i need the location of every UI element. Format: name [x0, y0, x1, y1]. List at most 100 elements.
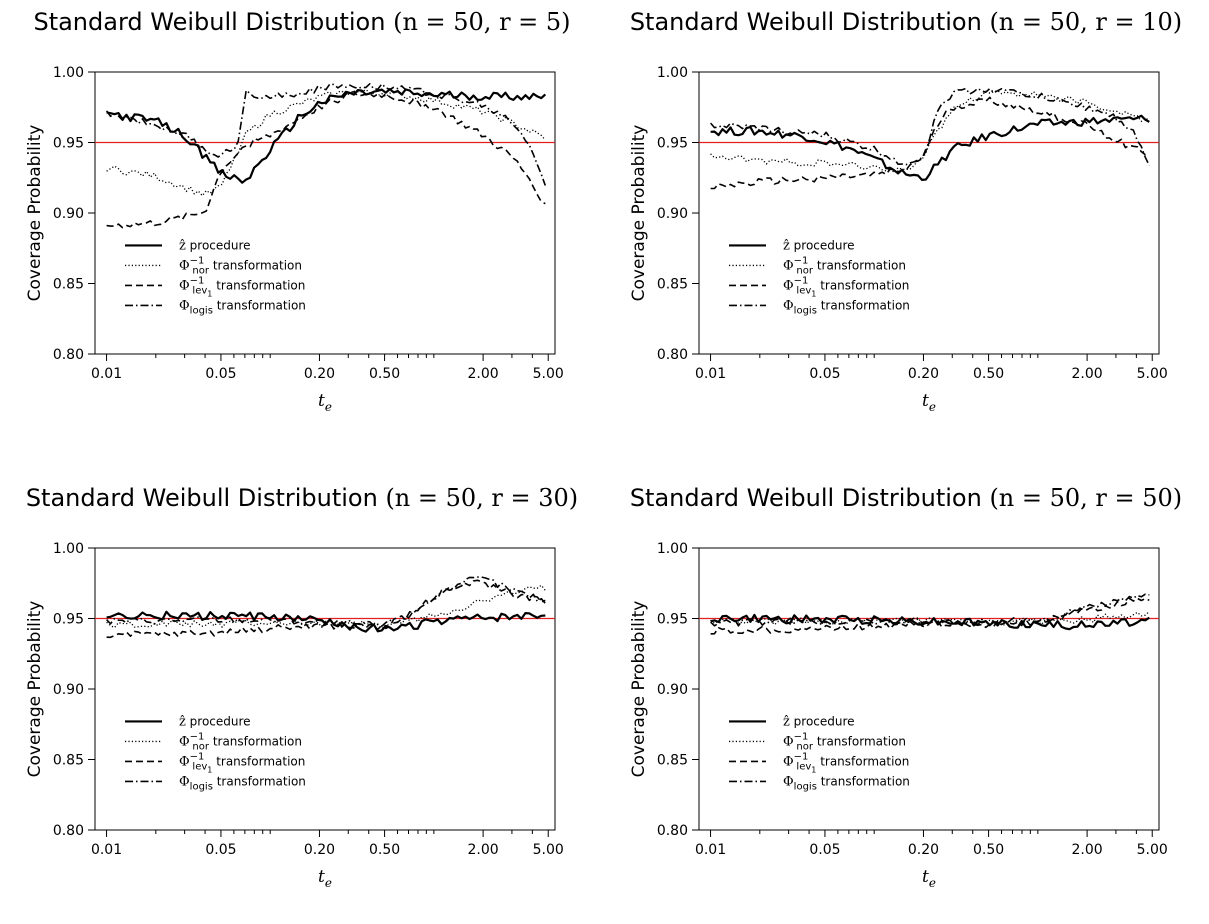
- y-tick-label: 0.85: [657, 753, 688, 769]
- legend-sub: nor: [796, 265, 813, 276]
- y-tick-label: 0.90: [657, 682, 688, 698]
- legend-label: Φ−1 nor transformation: [783, 731, 906, 752]
- legend-label: Φlogis transformation: [179, 774, 306, 792]
- legend-symbol: Φ: [179, 754, 190, 769]
- legend-label: Φ−1 nor transformation: [179, 255, 302, 276]
- legend-tail: transformation: [813, 258, 906, 272]
- chart-title-prefix: Standard Weibull Distribution: [629, 484, 990, 512]
- y-tick-label: 0.80: [53, 347, 84, 363]
- series-line-solid: [710, 613, 1150, 631]
- chart-panel-r5: Standard Weibull Distribution (n = 50, r…: [0, 0, 604, 448]
- series-line-dashdot: [710, 593, 1150, 627]
- x-tick-label: 0.01: [91, 366, 122, 382]
- legend-sup: −1: [794, 751, 809, 762]
- x-axis-label: te: [922, 867, 936, 890]
- series-line-dotted: [710, 610, 1150, 626]
- y-tick-label: 1.00: [657, 541, 688, 557]
- legend-label: ẑ procedure: [179, 238, 251, 253]
- x-tick-label: 2.00: [468, 366, 499, 382]
- legend-tail: procedure: [790, 238, 855, 252]
- x-axis-label-sub: e: [929, 400, 936, 414]
- y-tick-label: 0.95: [53, 612, 84, 628]
- y-axis-label: Coverage Probability: [629, 601, 649, 778]
- y-axis-label: Coverage Probability: [25, 125, 45, 302]
- legend-label: Φlogis transformation: [783, 774, 910, 792]
- legend-label: Φ−1 lev1 transformation: [783, 275, 909, 298]
- legend-symbol: Φ: [783, 278, 794, 293]
- x-tick-label: 5.00: [1137, 366, 1168, 382]
- chart-title-prefix: Standard Weibull Distribution: [629, 8, 990, 36]
- chart-panel-r30: Standard Weibull Distribution (n = 50, r…: [0, 476, 604, 924]
- legend-sub: logis: [190, 781, 213, 792]
- x-tick-label: 2.00: [1072, 366, 1103, 382]
- legend-sup: −1: [190, 275, 205, 286]
- legend-sub: lev: [192, 285, 207, 296]
- legend-sub: logis: [794, 781, 817, 792]
- legend-label: Φ−1 lev1 transformation: [783, 751, 909, 774]
- series-line-dashed: [710, 96, 1150, 190]
- legend-symbol: Φ: [179, 278, 190, 293]
- x-tick-label: 0.05: [809, 366, 840, 382]
- y-tick-label: 0.80: [53, 823, 84, 839]
- x-tick-label: 0.05: [809, 842, 840, 858]
- legend-sup: −1: [190, 255, 205, 266]
- x-tick-label: 0.05: [205, 842, 236, 858]
- legend-tail: procedure: [186, 714, 251, 728]
- series-line-solid: [710, 114, 1150, 181]
- x-tick-label: 5.00: [533, 842, 564, 858]
- legend-tail: transformation: [213, 774, 306, 788]
- series-line-dashdot: [709, 87, 1151, 166]
- y-tick-label: 0.90: [53, 206, 84, 222]
- x-tick-label: 0.20: [304, 842, 335, 858]
- x-tick-label: 0.01: [91, 842, 122, 858]
- series-line-dashdot: [105, 83, 547, 186]
- legend-tail: transformation: [212, 278, 305, 292]
- x-axis-label-sub: e: [929, 876, 936, 890]
- legend-tail: transformation: [213, 298, 306, 312]
- y-tick-label: 0.85: [657, 277, 688, 293]
- x-axis-label-main: t: [922, 867, 929, 887]
- x-axis-label: te: [922, 391, 936, 414]
- legend-sub2: 1: [207, 289, 212, 298]
- x-tick-label: 2.00: [1072, 842, 1103, 858]
- legend-sub: nor: [192, 265, 209, 276]
- legend-sub: logis: [190, 305, 213, 316]
- chart-title-prefix: Standard Weibull Distribution: [33, 8, 394, 36]
- legend-label: Φ−1 lev1 transformation: [179, 275, 305, 298]
- plot-frame: [698, 71, 1160, 355]
- legend-label: ẑ procedure: [179, 714, 251, 729]
- x-axis-label-sub: e: [325, 400, 332, 414]
- x-axis-label: te: [318, 391, 332, 414]
- legend-tail: procedure: [790, 714, 855, 728]
- x-axis-label-main: t: [922, 391, 929, 411]
- legend-tail: procedure: [186, 238, 251, 252]
- legend-label: ẑ procedure: [783, 238, 855, 253]
- legend-label: Φ−1 lev1 transformation: [179, 751, 305, 774]
- series-line-dashed: [106, 91, 546, 229]
- y-tick-label: 1.00: [53, 65, 84, 81]
- legend-label: Φ−1 nor transformation: [179, 731, 302, 752]
- legend-symbol: Φ: [179, 774, 190, 789]
- chart-panel-r50: Standard Weibull Distribution (n = 50, r…: [604, 476, 1208, 924]
- legend-sup: −1: [794, 255, 809, 266]
- x-tick-label: 0.01: [695, 366, 726, 382]
- y-tick-label: 0.90: [657, 206, 688, 222]
- plot-frame: [94, 547, 556, 831]
- y-tick-label: 0.80: [657, 823, 688, 839]
- chart-panel-r10: Standard Weibull Distribution (n = 50, r…: [604, 0, 1208, 448]
- x-tick-label: 5.00: [1137, 842, 1168, 858]
- legend-sub: lev: [796, 761, 811, 772]
- legend-tail: transformation: [817, 298, 910, 312]
- y-tick-label: 0.95: [657, 612, 688, 628]
- x-tick-label: 0.50: [369, 366, 400, 382]
- x-axis-label: te: [318, 867, 332, 890]
- chart-title-params: (n = 50, r = 10): [989, 8, 1183, 36]
- x-tick-label: 2.00: [468, 842, 499, 858]
- legend-symbol: Φ: [179, 258, 190, 273]
- legend-tail: transformation: [209, 258, 302, 272]
- y-axis-label: Coverage Probability: [629, 125, 649, 302]
- legend-tail: transformation: [817, 774, 910, 788]
- series-line-dashed: [106, 579, 546, 639]
